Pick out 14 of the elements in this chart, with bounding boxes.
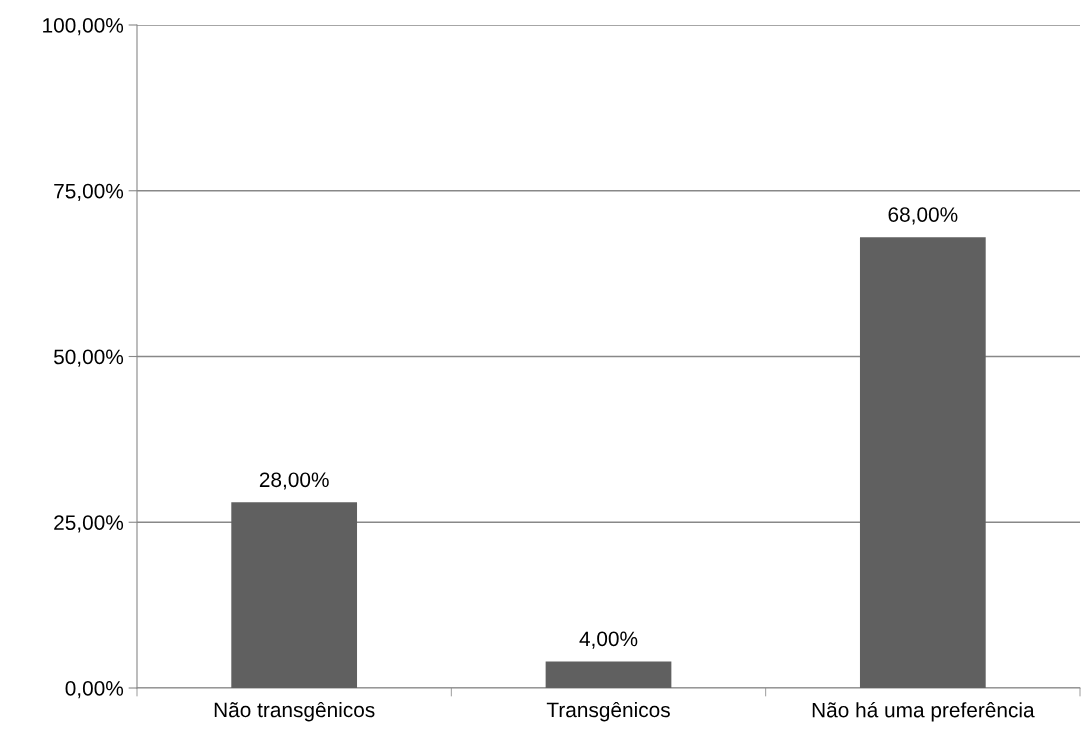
data-label: 68,00%	[888, 207, 958, 225]
data-label: 28,00%	[259, 472, 329, 490]
y-tick-label: 75,00%	[54, 183, 124, 201]
y-tick-label: 100,00%	[43, 18, 124, 36]
y-tick-label: 0,00%	[65, 681, 124, 699]
bar	[859, 237, 986, 688]
bar	[231, 502, 358, 688]
bar	[545, 661, 672, 688]
x-tick-label: Não há uma preferência	[812, 701, 1035, 722]
y-tick-label: 50,00%	[53, 349, 124, 367]
x-tick-label: Transgênicos	[546, 701, 670, 722]
data-label: 4,00%	[579, 631, 638, 649]
x-tick-label: Não transgênicos	[214, 701, 375, 722]
y-tick-label: 25,00%	[54, 515, 124, 533]
